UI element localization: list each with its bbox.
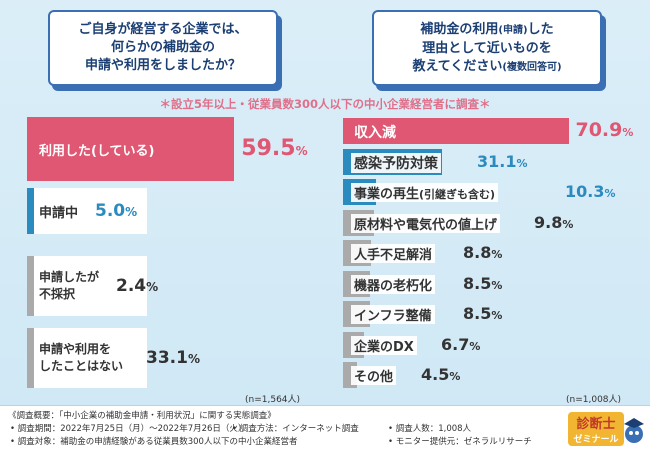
right-bar-value-6: 8.5% <box>463 304 502 323</box>
right-bar-value-0: 70.9% <box>575 119 633 141</box>
right-bar-value-pct-4: % <box>491 248 503 262</box>
left-bar-strip-3 <box>27 328 34 388</box>
left-bar-value-pct-0: % <box>295 143 308 158</box>
left-bar-label-1: 申請中 <box>39 206 79 221</box>
right-bar-value-pct-8: % <box>449 370 461 384</box>
left-bar-value-number-1: 5.0 <box>95 200 126 221</box>
right-bar-0 <box>343 118 570 144</box>
footer-title: 《調査概要：「中小企業の補助金申請・利用状況」に関する実態調査》 <box>8 411 276 421</box>
right-bar-value-pct-3: % <box>562 217 574 231</box>
right-bar-label-3: 原材料や電気代の値上げ <box>351 213 501 233</box>
right-bar-label-2-main: 事業の再生 <box>354 187 420 202</box>
right-bar-label-1: 感染予防対策 <box>351 152 441 173</box>
footer: 《調査概要：「中小企業の補助金申請・利用状況」に関する実態調査》 • 調査期間：… <box>0 405 650 451</box>
logo-mascot-eye-right <box>635 431 639 435</box>
left-bar-value-0: 59.5% <box>241 136 307 161</box>
logo-line-1: 診断士 <box>576 416 615 432</box>
left-bar-value-3: 33.1% <box>146 348 200 368</box>
question-right-line-3: 教えてください(複数回答可) <box>374 58 600 77</box>
right-bar-value-number-0: 70.9 <box>575 119 623 142</box>
question-left-line-3: 申請や利用をしましたか？ <box>84 58 241 73</box>
right-bar-value-pct-1: % <box>516 156 528 170</box>
right-bar-label-8: その他 <box>351 366 397 385</box>
question-left-box: ご自身が経営する企業では、 何らかの補助金の 申請や利用をしましたか？ <box>48 10 278 86</box>
right-bar-value-pct-2: % <box>604 187 616 201</box>
left-bar-label-3-line-1: したことはない <box>39 359 124 373</box>
right-bar-value-7: 6.7% <box>441 335 480 354</box>
survey-note: ＊設立5年以上・従業員数300人以下の中小企業経営者に調査＊ <box>159 97 491 111</box>
left-bar-label-3-line-0: 申請や利用を <box>39 342 112 356</box>
right-bar-value-number-7: 6.7 <box>441 334 470 354</box>
right-bar-value-8: 4.5% <box>421 365 460 384</box>
left-n-label: (n=1,564人) <box>245 395 301 405</box>
right-bar-value-pct-5: % <box>491 278 503 292</box>
left-bar-1: 申請中 <box>27 188 147 234</box>
right-bar-value-pct-6: % <box>491 309 503 323</box>
right-bar-value-number-3: 9.8 <box>534 212 563 232</box>
footer-target: • 調査対象：補助金の申請経験がある従業員数300人以下の中小企業経営者 <box>10 437 298 447</box>
right-bar-value-pct-7: % <box>469 339 481 353</box>
right-bar-value-number-2: 10.3 <box>565 182 605 202</box>
question-right-box: 補助金の利用(申請)した 理由として近いものを 教えてください(複数回答可) <box>372 10 602 86</box>
question-right-line-2: 理由として近いものを <box>422 41 552 56</box>
right-bar-value-pct-0: % <box>622 126 634 140</box>
left-bar-value-pct-2: % <box>146 279 159 294</box>
right-bar-value-number-1: 31.1 <box>477 151 517 171</box>
left-bar-value-2: 2.4% <box>116 276 158 296</box>
right-bar-value-5: 8.5% <box>463 274 502 293</box>
right-bar-value-3: 9.8% <box>534 213 573 232</box>
left-bar-value-number-0: 59.5 <box>241 135 296 161</box>
right-bar-label-5: 機器の老朽化 <box>351 274 436 294</box>
right-bar-value-2: 10.3% <box>565 182 616 201</box>
logo-mascot-eye-left <box>629 431 633 435</box>
right-bar-value-number-8: 4.5 <box>421 365 450 385</box>
right-bar-label-6: インフラ整備 <box>351 305 435 324</box>
logo-cap-icon <box>624 418 644 428</box>
shindanshi-logo: 診断士 ゼミナール <box>568 412 644 446</box>
left-bar-value-1: 5.0% <box>95 201 137 221</box>
right-bar-value-number-4: 8.8 <box>463 243 492 263</box>
left-bar-value-pct-3: % <box>187 351 200 366</box>
footer-provider: • モニター提供元：ゼネラルリサーチ <box>388 437 532 447</box>
logo-line-2: ゼミナール <box>573 433 618 445</box>
logo-background <box>568 412 624 446</box>
question-right-line-1-a: 補助金の利用 <box>420 22 499 37</box>
left-bar-label-2: 申請したが 不採択 <box>39 269 99 303</box>
right-bar-label-0: 収入減 <box>354 125 396 141</box>
left-bar-label-0: 利用した(している) <box>39 144 155 159</box>
footer-count: • 調査人数：1,008人 <box>388 424 472 434</box>
left-bar-value-number-3: 33.1 <box>146 347 188 368</box>
question-right-line-1-small: (申請) <box>498 25 528 36</box>
left-bar-label-2-line-0: 申請したが <box>39 270 100 284</box>
question-right-line-1-end: した <box>527 22 554 37</box>
question-left-line-2: 何らかの補助金の <box>110 40 215 55</box>
right-n-label: (n=1,008人) <box>566 395 622 405</box>
right-bar-value-number-5: 8.5 <box>463 273 492 293</box>
left-bar-strip-0 <box>27 117 34 181</box>
left-bar-strip-2 <box>27 256 34 316</box>
left-bar-2: 申請したが 不採択 <box>27 256 147 316</box>
right-bar-value-number-6: 8.5 <box>463 304 492 324</box>
right-bar-label-7: 企業のDX <box>351 335 417 355</box>
left-bar-3: 申請や利用を したことはない <box>27 328 147 388</box>
left-bar-label-3: 申請や利用を したことはない <box>39 341 123 375</box>
logo-mascot-icon <box>625 425 643 443</box>
question-right-line-3-a: 教えてください <box>412 59 503 74</box>
right-bar-label-2: 事業の再生(引継ぎも含む) <box>351 183 499 202</box>
right-bar-value-1: 31.1% <box>477 152 528 171</box>
question-right-line-1: 補助金の利用(申請)した <box>374 21 600 40</box>
left-bar-strip-1 <box>27 188 34 234</box>
left-bar-0: 利用した(している) <box>27 117 235 181</box>
right-bar-value-4: 8.8% <box>463 243 502 262</box>
footer-method: • 調査方法：インターネット調査 <box>232 424 359 434</box>
footer-period: • 調査期間：2022年7月25日（月）〜2022年7月26日（火） <box>10 424 247 434</box>
right-bar-label-2-sub: (引継ぎも含む) <box>419 188 496 201</box>
left-bar-value-number-2: 2.4 <box>116 275 147 296</box>
right-bar-label-4: 人手不足解消 <box>351 244 436 263</box>
left-bar-label-2-line-1: 不採択 <box>39 287 76 301</box>
left-bar-value-pct-1: % <box>125 204 138 219</box>
question-left-line-1: ご自身が経営する企業では、 <box>78 22 248 37</box>
question-right-line-3-small: (複数回答可) <box>502 62 562 73</box>
